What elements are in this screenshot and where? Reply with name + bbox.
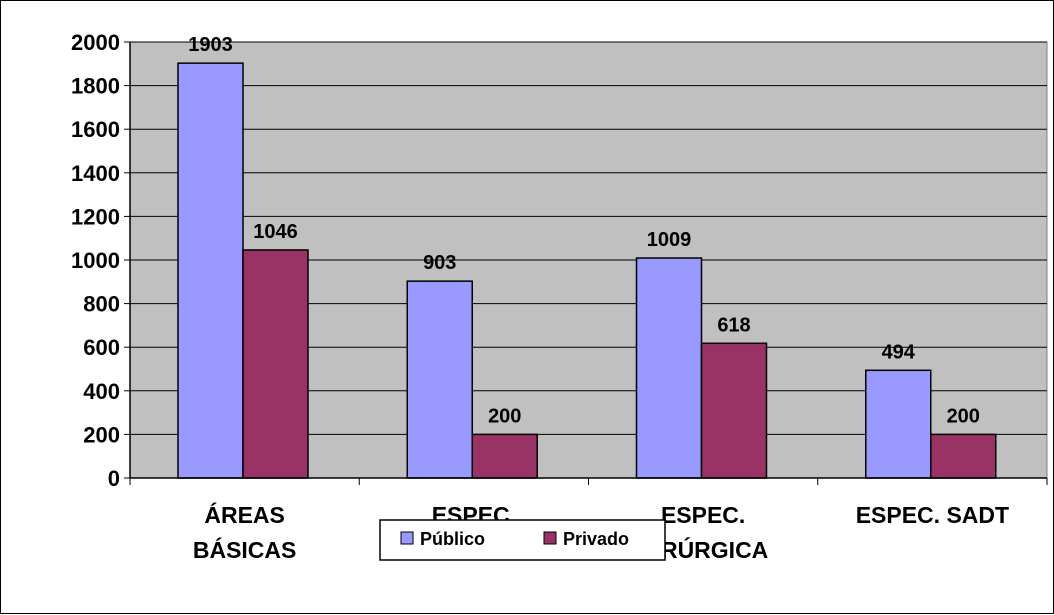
y-tick-label: 800 [83, 292, 120, 317]
bar-privado [243, 250, 308, 478]
y-tick-label: 1400 [71, 161, 120, 186]
data-label: 1009 [647, 229, 692, 251]
x-category-label: BÁSICAS [193, 536, 297, 563]
y-tick-label: 2000 [71, 30, 120, 55]
y-tick-label: 200 [83, 422, 120, 447]
y-tick-label: 0 [108, 466, 120, 491]
y-axis-ticks: 0 200 400 600 800 1000 1200 1400 1600 1800 2000 [71, 30, 130, 491]
y-tick-label: 1000 [71, 248, 120, 273]
x-category-label: ÁREAS [204, 501, 285, 528]
x-category-label: ESPEC. [661, 502, 745, 528]
legend-swatch [401, 532, 413, 544]
y-tick-label: 400 [83, 379, 120, 404]
x-category-label: ESPEC. SADT [856, 502, 1009, 528]
bar-privado [931, 434, 996, 478]
data-label: 494 [882, 341, 916, 363]
data-label: 200 [488, 405, 521, 427]
bar-publico [637, 258, 702, 478]
data-label: 1903 [188, 34, 233, 56]
data-label: 200 [947, 405, 980, 427]
legend-label: Público [420, 529, 485, 549]
data-label: 1046 [253, 221, 298, 243]
data-label: 903 [423, 252, 456, 274]
legend: Público Privado [380, 520, 665, 560]
y-tick-label: 1200 [71, 204, 120, 229]
legend-label: Privado [563, 529, 629, 549]
y-tick-label: 600 [83, 335, 120, 360]
legend-swatch [544, 532, 556, 544]
data-label: 618 [717, 314, 750, 336]
y-tick-label: 1800 [71, 74, 120, 99]
bar-publico [407, 281, 472, 478]
bar-publico [866, 370, 931, 478]
bar-privado [702, 343, 767, 478]
y-tick-label: 1600 [71, 117, 120, 142]
bar-publico [178, 63, 243, 478]
bar-privado [472, 434, 537, 478]
